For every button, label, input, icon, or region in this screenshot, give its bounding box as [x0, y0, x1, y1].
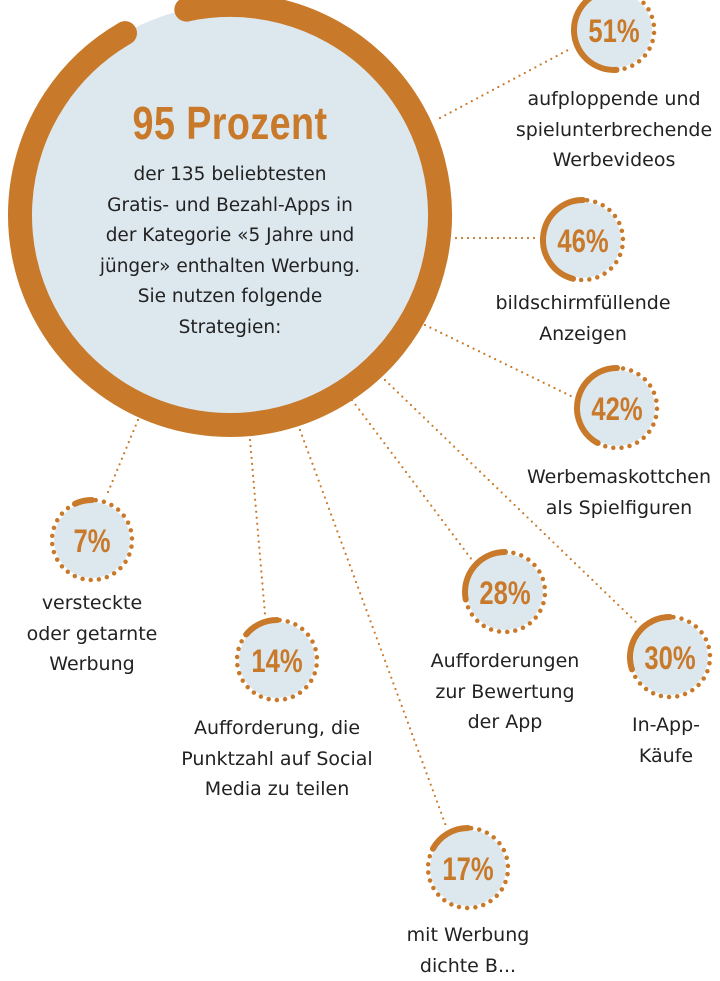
- stat-value-label: 51%: [588, 14, 639, 49]
- intro-line: der 135 beliebtesten: [30, 160, 430, 191]
- stat-value-label: 14%: [251, 644, 302, 679]
- intro-line: Sie nutzen folgende: [30, 282, 430, 313]
- stat-label-line: mit Werbung: [348, 920, 588, 951]
- stat-label-line: In-App-: [546, 710, 720, 741]
- stat-label-line: Aufforderungen: [385, 646, 625, 677]
- stat-label-line: Werbung: [0, 649, 212, 680]
- stat-label-line: als Spielfiguren: [499, 493, 720, 524]
- intro-line: jünger» enthalten Werbung.: [30, 252, 430, 283]
- stat-label-line: Media zu teilen: [157, 774, 397, 805]
- intro-text: der 135 beliebtesten Gratis- und Bezahl-…: [30, 160, 430, 343]
- stat-label-line: Werbevideos: [494, 145, 720, 176]
- stat-label-line: Punktzahl auf Social: [157, 744, 397, 775]
- stat-label: In-App-Käufe: [546, 710, 720, 771]
- stat-label-line: oder getarnte: [0, 619, 212, 650]
- stat-label-line: Aufforderung, die: [157, 713, 397, 744]
- stat-label-line: zur Bewertung: [385, 677, 625, 708]
- stat-label-line: aufploppende und: [494, 84, 720, 115]
- stat-value-label: 28%: [479, 576, 530, 611]
- stat-label-line: Anzeigen: [463, 319, 703, 350]
- stat-value-label: 42%: [591, 392, 642, 427]
- intro-line: der Kategorie «5 Jahre und: [30, 221, 430, 252]
- stat-label-line: bildschirmfüllende: [463, 288, 703, 319]
- stat-value-label: 17%: [442, 852, 493, 887]
- stat-label-line: Käufe: [546, 741, 720, 772]
- headline: 95 Prozent: [66, 96, 394, 150]
- stat-value-label: 7%: [74, 524, 111, 559]
- connector-line: [250, 440, 265, 614]
- stat-label-line: Werbemaskottchen: [499, 462, 720, 493]
- intro-line: Strategien:: [30, 313, 430, 344]
- stat-value-label: 46%: [557, 224, 608, 259]
- intro-line: Gratis- und Bezahl-Apps in: [30, 191, 430, 222]
- stat-label-line: dichte B...: [348, 951, 588, 981]
- stat-label-line: spielunterbrechende: [494, 115, 720, 146]
- stat-value-label: 30%: [644, 641, 695, 676]
- connector-line: [106, 420, 138, 497]
- connector-line: [352, 400, 472, 560]
- stat-label-line: versteckte: [0, 588, 212, 619]
